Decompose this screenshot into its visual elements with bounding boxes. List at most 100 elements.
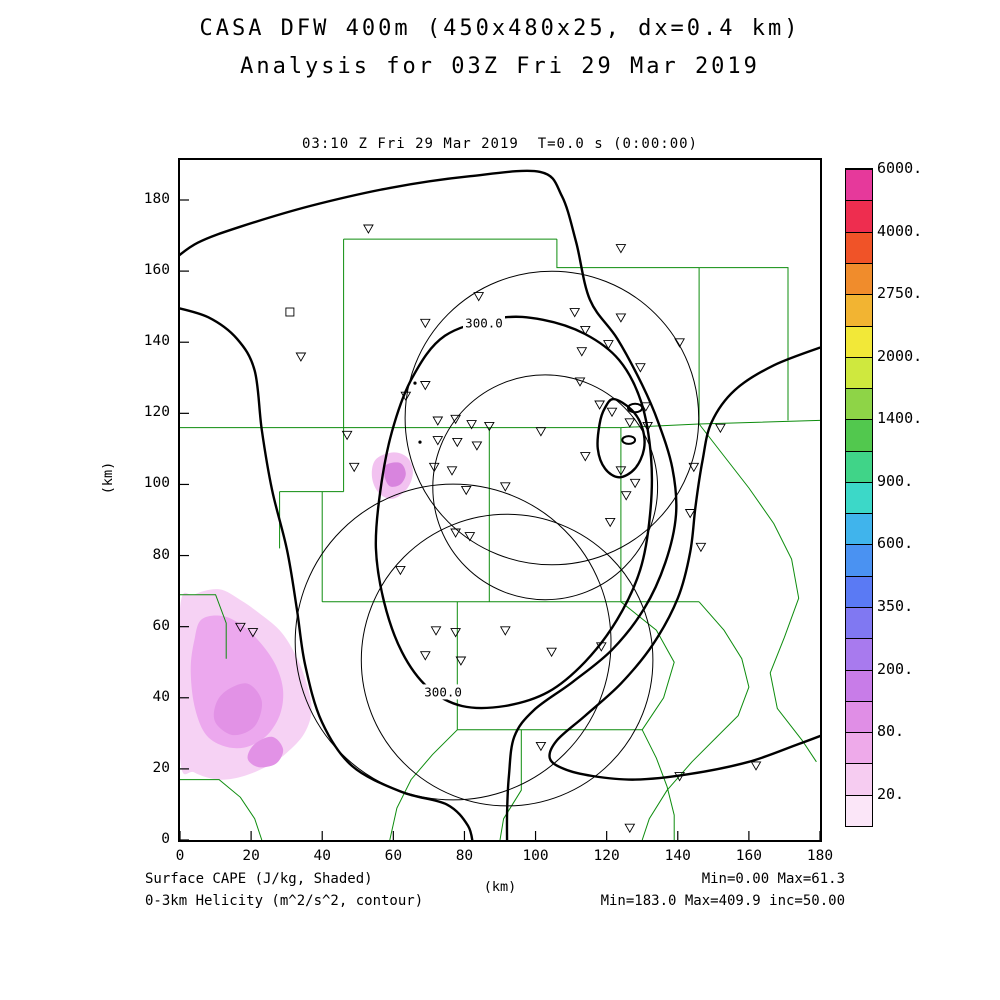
page-title: CASA DFW 400m (450x480x25, dx=0.4 km) [199, 16, 801, 41]
colorbar-segment [846, 763, 872, 795]
station-marker [535, 741, 547, 752]
radar-range-ring [432, 374, 659, 601]
station-marker [400, 391, 412, 402]
y-tick-label: 120 [143, 404, 170, 421]
station-marker [499, 482, 511, 492]
colorbar-segment [846, 544, 872, 576]
colorbar-segment [846, 356, 872, 389]
county-boundary-line [180, 594, 227, 659]
x-tick-label: 120 [593, 848, 620, 864]
station-marker [535, 427, 547, 437]
y-tick-label: 180 [143, 191, 170, 207]
station-marker [450, 528, 461, 538]
station-marker [419, 318, 431, 329]
station-marker [450, 628, 461, 638]
helicity-contour-max [627, 402, 644, 414]
station-marker [428, 462, 440, 473]
colorbar-tick-label: 2750. [877, 284, 923, 303]
station-marker [595, 642, 607, 652]
station-marker [750, 761, 762, 771]
colorbar-segment [846, 794, 872, 826]
helicity-contour [596, 397, 646, 479]
colorbar-segment [846, 325, 872, 357]
colorbar-segment [846, 262, 872, 295]
station-marker [483, 421, 495, 432]
station-marker [579, 452, 591, 462]
station-marker [395, 565, 406, 576]
station-marker [642, 421, 653, 432]
y-tick-label: 140 [143, 333, 170, 350]
frame-time-caption: 03:10 Z Fri 29 Mar 2019 T=0.0 s (0:00:00… [301, 136, 698, 152]
cape-shading-region [213, 683, 263, 736]
helicity-contour [180, 169, 678, 840]
station-marker [419, 381, 431, 391]
colorbar-tick-label: 80. [877, 722, 905, 741]
colorbar-tick-label: 6000. [877, 159, 923, 177]
radar-range-ring [404, 270, 700, 566]
radar-range-ring [294, 483, 612, 801]
helicity-contour [374, 315, 654, 710]
county-boundary-line [556, 239, 700, 269]
station-marker [363, 224, 374, 234]
x-tick-label: 160 [735, 848, 762, 864]
helicity-contour [548, 346, 820, 781]
station-marker [446, 466, 458, 476]
contour-field-minmax: Min=183.0 Max=409.9 inc=50.00 [600, 893, 845, 909]
shaded-field-caption: Surface CAPE (J/kg, Shaded) [145, 871, 373, 887]
colorbar-segment [846, 294, 872, 326]
dot-marker [418, 440, 422, 444]
colorbar-segment [846, 638, 872, 670]
analysis-map-canvas: 300.0 300.0 [180, 169, 820, 840]
x-tick-label: 20 [242, 848, 260, 864]
county-boundary-line [499, 729, 522, 840]
station-marker [604, 517, 616, 528]
station-marker [629, 478, 641, 489]
station-marker [615, 244, 627, 254]
station-marker [640, 402, 652, 412]
colorbar-segment [846, 700, 872, 733]
station-marker [695, 542, 707, 553]
station-marker [432, 436, 444, 446]
station-marker [579, 325, 591, 336]
colorbar-segment [846, 575, 872, 608]
station-marker [473, 292, 485, 302]
colorbar-segment [846, 388, 872, 420]
y-tick-label: 80 [152, 546, 170, 563]
station-marker [419, 651, 431, 661]
station-marker [341, 430, 353, 441]
station-marker [615, 466, 627, 476]
square-station-marker [285, 307, 295, 317]
station-marker [574, 377, 586, 387]
colorbar-segment [846, 607, 872, 639]
colorbar-tick-label: 4000. [877, 221, 923, 240]
colorbar-segment [846, 481, 872, 514]
y-tick-label: 100 [143, 475, 170, 492]
station-marker [455, 656, 467, 666]
county-boundary-line [641, 729, 675, 840]
station-marker [450, 414, 461, 425]
station-marker [466, 420, 477, 430]
station-marker [546, 647, 557, 658]
station-marker [247, 628, 259, 638]
helicity-contour [180, 307, 474, 840]
y-tick-label: 60 [152, 617, 170, 634]
county-boundary-line [180, 779, 263, 840]
station-marker [715, 423, 726, 434]
county-boundary-line [641, 601, 750, 840]
x-tick-label: 40 [313, 848, 331, 864]
station-marker [606, 407, 618, 418]
colorbar-tick-labels: 20. 80. 200. 350. 600. 900. 1400. 2000. 2750. 400… [877, 159, 947, 825]
station-marker [624, 418, 636, 428]
station-marker [620, 491, 632, 501]
cape-shading-region [247, 736, 284, 768]
colorbar-tick-label: 200. [877, 659, 914, 678]
x-tick-label: 140 [664, 848, 691, 864]
station-marker [635, 363, 646, 373]
station-marker [594, 400, 605, 410]
station-marker [569, 308, 581, 318]
station-marker [235, 622, 246, 633]
colorbar-tick-label: 600. [877, 534, 914, 553]
colorbar-segment [846, 169, 872, 201]
colorbar-tick-label: 350. [877, 597, 914, 615]
